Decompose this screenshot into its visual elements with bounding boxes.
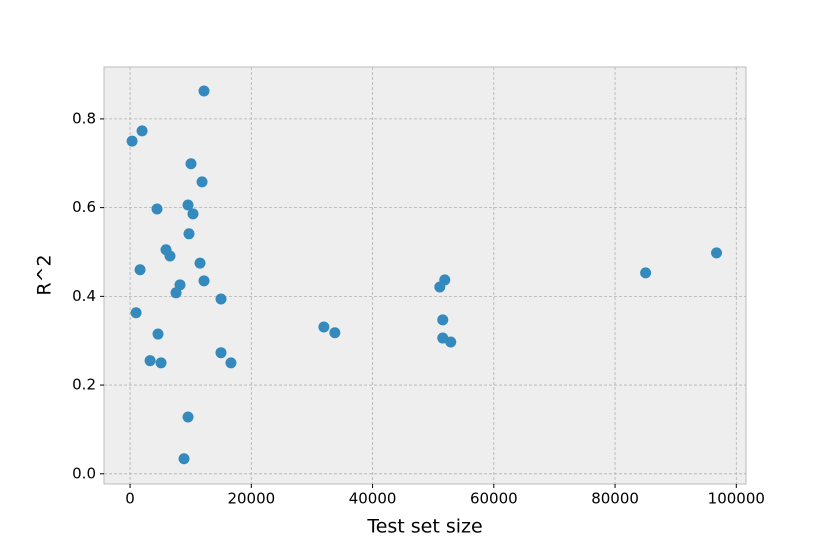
point: [155, 357, 167, 369]
x-tick-label: 20000: [227, 490, 275, 508]
point: [215, 293, 227, 305]
point: [126, 135, 138, 147]
point: [144, 355, 156, 367]
point: [164, 250, 176, 262]
y-tick-label: 0.8: [72, 109, 96, 127]
point: [152, 328, 164, 340]
point: [183, 228, 195, 240]
x-tick-label: 80000: [591, 490, 639, 508]
plot-area: [103, 66, 747, 485]
point: [182, 411, 194, 423]
point: [329, 327, 341, 339]
point: [136, 125, 148, 137]
point: [198, 85, 210, 97]
x-axis-label: Test set size: [366, 516, 482, 538]
point: [170, 287, 182, 299]
point: [198, 275, 210, 287]
point: [134, 264, 146, 276]
point: [225, 357, 237, 369]
point: [711, 247, 723, 259]
point: [445, 336, 457, 348]
point: [185, 158, 197, 170]
x-tick-label: 60000: [470, 490, 518, 508]
point: [196, 176, 208, 188]
point: [130, 307, 142, 319]
point: [194, 257, 206, 269]
point: [151, 203, 163, 215]
point: [434, 281, 446, 293]
y-tick-label: 0.0: [72, 464, 96, 482]
y-tick-label: 0.4: [72, 287, 96, 305]
point: [215, 347, 227, 359]
x-tick-label: 40000: [349, 490, 397, 508]
point: [640, 267, 652, 279]
point: [437, 314, 449, 326]
point: [187, 208, 199, 220]
x-tick-label: 100000: [708, 490, 765, 508]
point: [318, 321, 330, 333]
y-axis-label: R^2: [34, 254, 56, 295]
y-tick-label: 0.2: [72, 376, 96, 394]
x-tick-label: 0: [125, 490, 135, 508]
point: [178, 453, 190, 465]
point: [182, 199, 194, 211]
y-tick-label: 0.6: [72, 198, 96, 216]
